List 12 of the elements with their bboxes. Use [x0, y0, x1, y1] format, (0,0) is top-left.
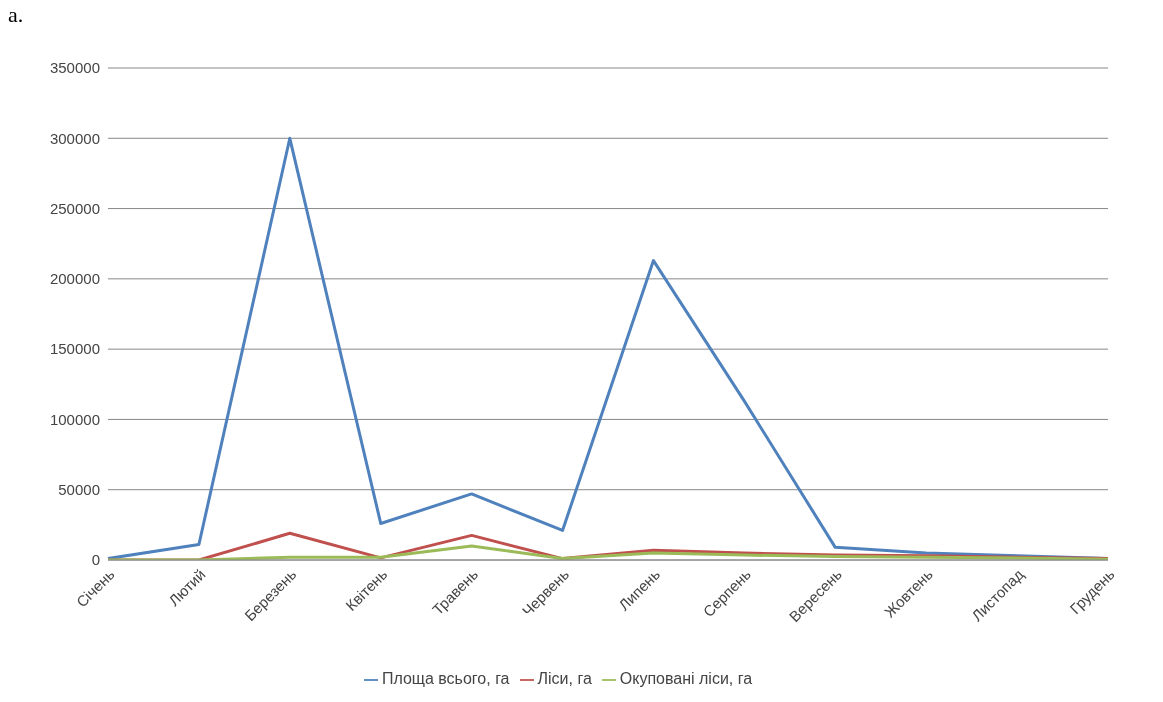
y-tick-label: 150000	[49, 340, 100, 358]
legend-label: Площа всього, га	[381, 670, 510, 687]
y-tick-label: 0	[91, 551, 100, 569]
y-tick-label: 50000	[58, 481, 100, 499]
y-tick-label: 350000	[49, 59, 100, 77]
text: a.	[8, 2, 24, 28]
legend-label: Окуповані ліси, га	[619, 670, 753, 687]
y-tick-label: 250000	[49, 199, 100, 217]
y-tick-label: 200000	[49, 270, 100, 288]
y-tick-label: 100000	[49, 410, 100, 428]
y-tick-label: 300000	[49, 129, 100, 147]
legend-label: Ліси, га	[537, 670, 592, 687]
